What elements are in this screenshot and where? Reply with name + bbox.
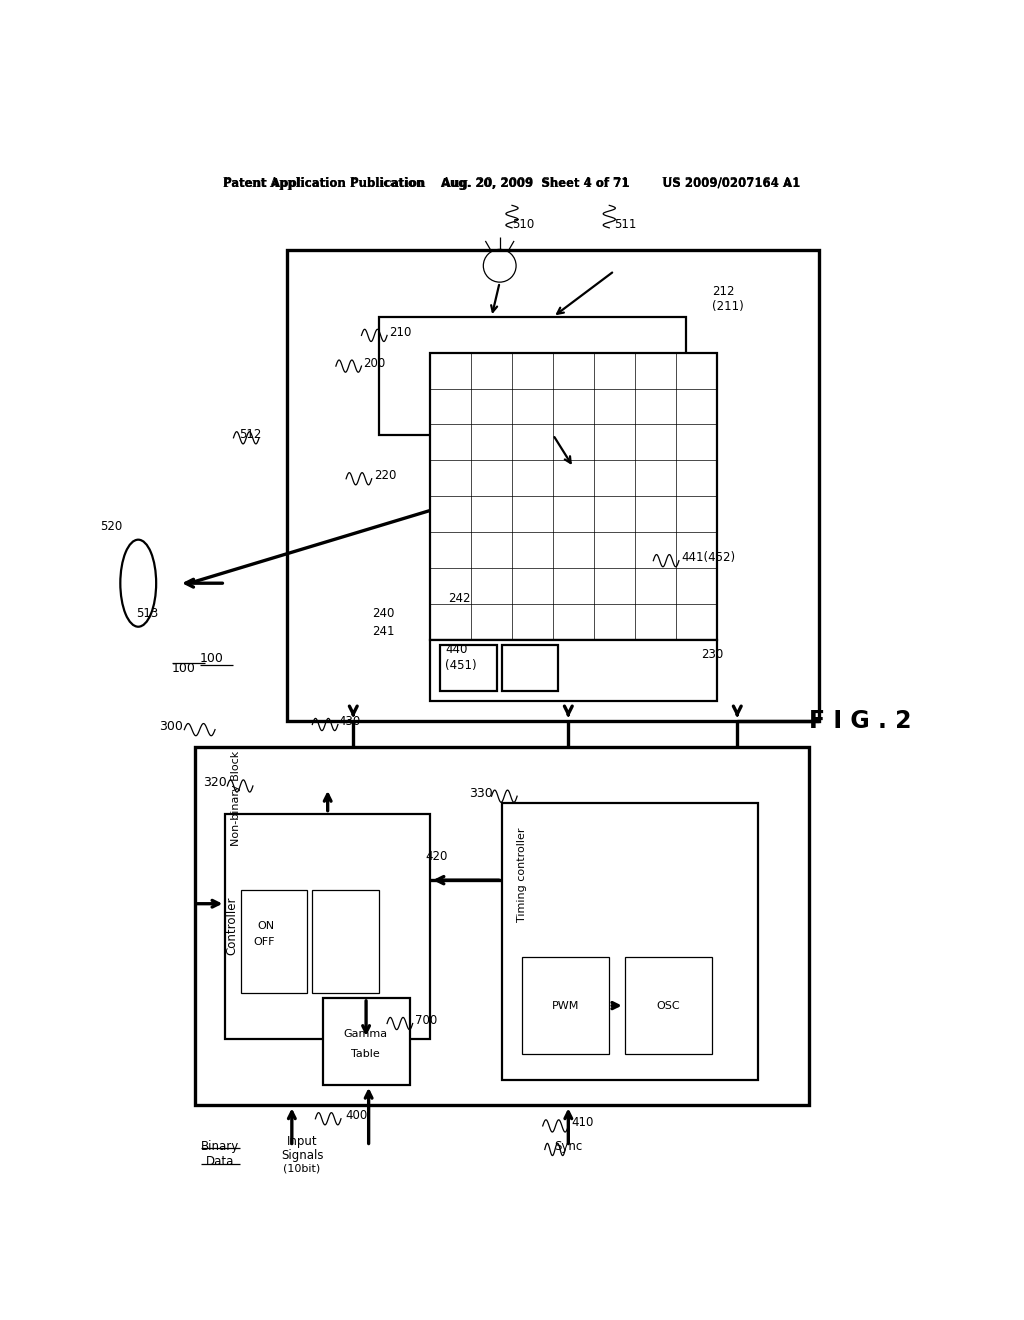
FancyBboxPatch shape bbox=[502, 804, 758, 1080]
Text: Patent Application Publication    Aug. 20, 2009  Sheet 4 of 71        US 2009/02: Patent Application Publication Aug. 20, … bbox=[223, 177, 801, 190]
Text: 700: 700 bbox=[415, 1014, 437, 1027]
FancyBboxPatch shape bbox=[502, 644, 558, 690]
Ellipse shape bbox=[121, 540, 157, 627]
Text: Data: Data bbox=[206, 1155, 234, 1168]
FancyBboxPatch shape bbox=[312, 891, 379, 993]
FancyBboxPatch shape bbox=[430, 352, 717, 639]
Text: (451): (451) bbox=[445, 659, 477, 672]
FancyBboxPatch shape bbox=[323, 998, 410, 1085]
Text: 300: 300 bbox=[159, 721, 182, 733]
Text: 440: 440 bbox=[445, 643, 468, 656]
Text: Controller: Controller bbox=[225, 898, 239, 956]
Text: Sync: Sync bbox=[554, 1140, 583, 1152]
Text: Input: Input bbox=[287, 1135, 317, 1148]
Text: PWM: PWM bbox=[552, 1001, 580, 1011]
Text: (10bit): (10bit) bbox=[284, 1164, 321, 1173]
FancyBboxPatch shape bbox=[287, 251, 819, 722]
Text: 520: 520 bbox=[100, 520, 123, 533]
FancyBboxPatch shape bbox=[440, 644, 497, 690]
Text: 242: 242 bbox=[449, 593, 471, 605]
Text: Binary: Binary bbox=[201, 1140, 240, 1152]
Text: 230: 230 bbox=[701, 648, 724, 661]
FancyBboxPatch shape bbox=[195, 747, 809, 1105]
FancyBboxPatch shape bbox=[241, 891, 307, 993]
Text: 100: 100 bbox=[200, 652, 223, 665]
Text: 410: 410 bbox=[571, 1117, 594, 1130]
Text: Non-binary Block: Non-binary Block bbox=[230, 751, 241, 846]
FancyBboxPatch shape bbox=[522, 957, 609, 1055]
Text: 212: 212 bbox=[712, 285, 734, 298]
Text: 430: 430 bbox=[338, 715, 360, 727]
FancyBboxPatch shape bbox=[430, 639, 717, 701]
Text: (211): (211) bbox=[712, 300, 743, 313]
Text: 511: 511 bbox=[614, 218, 637, 231]
Text: Timing controller: Timing controller bbox=[517, 828, 527, 923]
Text: 320: 320 bbox=[203, 776, 226, 789]
Text: 510: 510 bbox=[512, 218, 535, 231]
Text: Gamma: Gamma bbox=[343, 1028, 388, 1039]
Text: 513: 513 bbox=[136, 607, 159, 620]
FancyBboxPatch shape bbox=[225, 813, 430, 1039]
Text: F I G . 2: F I G . 2 bbox=[809, 709, 911, 734]
Text: Patent Application Publication    Aug. 20, 2009  Sheet 4 of 71        US 2009/02: Patent Application Publication Aug. 20, … bbox=[223, 177, 801, 190]
FancyBboxPatch shape bbox=[379, 317, 686, 434]
Text: 100: 100 bbox=[172, 663, 196, 675]
Text: 330: 330 bbox=[469, 787, 493, 800]
Text: 200: 200 bbox=[364, 356, 386, 370]
Text: 210: 210 bbox=[389, 326, 412, 339]
Text: ON: ON bbox=[257, 921, 274, 931]
Text: OFF: OFF bbox=[253, 937, 274, 946]
Text: OSC: OSC bbox=[656, 1001, 680, 1011]
Text: 420: 420 bbox=[425, 850, 447, 863]
Text: 241: 241 bbox=[372, 624, 394, 638]
Text: Table: Table bbox=[351, 1049, 380, 1059]
FancyBboxPatch shape bbox=[625, 957, 712, 1055]
Text: 240: 240 bbox=[372, 607, 394, 620]
Text: Signals: Signals bbox=[281, 1150, 324, 1162]
Text: 220: 220 bbox=[374, 469, 396, 482]
Text: 512: 512 bbox=[239, 428, 261, 441]
Text: 441(452): 441(452) bbox=[681, 552, 735, 564]
Text: 400: 400 bbox=[345, 1109, 368, 1122]
